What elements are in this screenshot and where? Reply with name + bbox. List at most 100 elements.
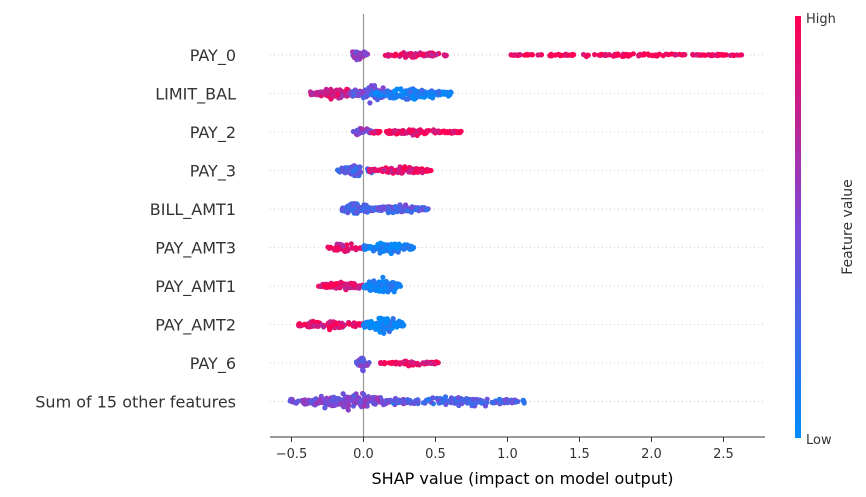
shap-point bbox=[368, 83, 374, 89]
shap-point bbox=[702, 52, 708, 58]
feature-labels: PAY_0 LIMIT_BAL PAY_2 PAY_3 BILL_AMT1 PAY_AMT… bbox=[35, 46, 236, 412]
shap-point bbox=[548, 51, 554, 57]
feature-label: PAY_AMT1 bbox=[155, 277, 236, 297]
shap-point bbox=[357, 50, 363, 57]
shap-point bbox=[335, 395, 341, 401]
shap-point bbox=[307, 398, 314, 404]
shap-point bbox=[348, 397, 354, 403]
shap-point bbox=[401, 166, 407, 172]
shap-point bbox=[437, 400, 443, 406]
shap-point bbox=[439, 129, 445, 135]
shap-point bbox=[395, 169, 401, 175]
feature-label: LIMIT_BAL bbox=[155, 85, 236, 105]
shap-point bbox=[313, 396, 319, 402]
shap-point bbox=[376, 129, 382, 135]
shap-point bbox=[448, 395, 455, 401]
shap-point bbox=[384, 245, 390, 251]
shap-point bbox=[382, 316, 388, 322]
shap-point bbox=[349, 207, 355, 213]
shap-point bbox=[328, 86, 334, 92]
shap-point bbox=[351, 91, 357, 97]
shap-point bbox=[372, 401, 378, 407]
shap-point bbox=[324, 91, 330, 97]
shap-point bbox=[410, 245, 416, 251]
shap-point bbox=[363, 52, 370, 58]
shap-point bbox=[380, 274, 386, 280]
shap-point bbox=[424, 359, 430, 365]
shap-point bbox=[399, 170, 405, 176]
shap-point bbox=[396, 360, 402, 366]
shap-point bbox=[345, 210, 351, 216]
feature-label: PAY_2 bbox=[190, 123, 236, 143]
feature-label: PAY_3 bbox=[190, 162, 236, 182]
shap-point bbox=[372, 282, 378, 288]
shap-point bbox=[378, 92, 384, 98]
shap-point bbox=[377, 288, 383, 294]
shap-point bbox=[374, 395, 380, 401]
shap-point bbox=[335, 167, 341, 173]
shap-point bbox=[407, 89, 414, 95]
shap-point bbox=[376, 167, 382, 173]
shap-point bbox=[640, 52, 647, 58]
shap-point bbox=[380, 85, 386, 91]
colorbar-title: Feature value bbox=[840, 179, 856, 275]
shap-point bbox=[434, 128, 440, 134]
shap-point bbox=[393, 94, 400, 100]
x-axis: −0.5 0.0 0.5 1.0 1.5 2.0 2.5 bbox=[270, 436, 765, 462]
shap-point bbox=[482, 403, 489, 409]
shap-point bbox=[479, 400, 485, 406]
shap-point bbox=[615, 51, 621, 57]
shap-point bbox=[398, 204, 404, 210]
shap-point bbox=[356, 204, 362, 210]
x-tick-label: −0.5 bbox=[276, 447, 308, 462]
shap-point bbox=[364, 91, 370, 98]
shap-point bbox=[470, 396, 476, 402]
shap-point bbox=[334, 92, 341, 98]
shap-point bbox=[381, 167, 387, 173]
shap-point bbox=[498, 397, 504, 403]
shap-point bbox=[378, 244, 384, 250]
shap-point bbox=[344, 86, 350, 92]
shap-point bbox=[431, 91, 437, 97]
shap-point bbox=[401, 52, 407, 58]
shap-point bbox=[391, 289, 397, 295]
shap-point bbox=[520, 397, 526, 404]
shap-point bbox=[356, 92, 362, 98]
shap-point bbox=[339, 167, 345, 173]
shap-point bbox=[351, 393, 357, 399]
shap-point bbox=[509, 400, 515, 406]
shap-point bbox=[381, 330, 387, 336]
shap-point bbox=[350, 321, 356, 327]
feature-label: BILL_AMT1 bbox=[150, 200, 236, 220]
shap-point bbox=[380, 402, 387, 408]
shap-point bbox=[398, 87, 404, 93]
shap-point bbox=[411, 53, 417, 60]
shap-point bbox=[571, 52, 577, 58]
shap-point bbox=[328, 244, 334, 250]
shap-point bbox=[417, 127, 423, 133]
shap-point bbox=[322, 405, 328, 411]
shap-point bbox=[627, 52, 633, 58]
shap-point bbox=[361, 403, 367, 409]
shap-point bbox=[338, 400, 344, 407]
shap-point bbox=[334, 280, 340, 287]
shap-point bbox=[396, 398, 402, 404]
shap-point bbox=[359, 126, 365, 132]
shap-point bbox=[358, 362, 364, 368]
shap-point bbox=[331, 402, 337, 409]
shap-point bbox=[354, 172, 360, 178]
shap-point bbox=[406, 363, 412, 369]
shap-point bbox=[371, 278, 377, 284]
shap-point bbox=[727, 52, 734, 59]
shap-point bbox=[345, 203, 352, 210]
shap-point bbox=[432, 361, 438, 367]
shap-point bbox=[386, 282, 393, 288]
x-tick-label: 0.0 bbox=[353, 447, 374, 462]
shap-point bbox=[392, 322, 398, 328]
shap-point bbox=[400, 322, 406, 328]
shap-point bbox=[375, 323, 381, 329]
shap-point bbox=[367, 168, 373, 174]
shap-point bbox=[344, 404, 350, 410]
shap-point bbox=[424, 128, 430, 134]
